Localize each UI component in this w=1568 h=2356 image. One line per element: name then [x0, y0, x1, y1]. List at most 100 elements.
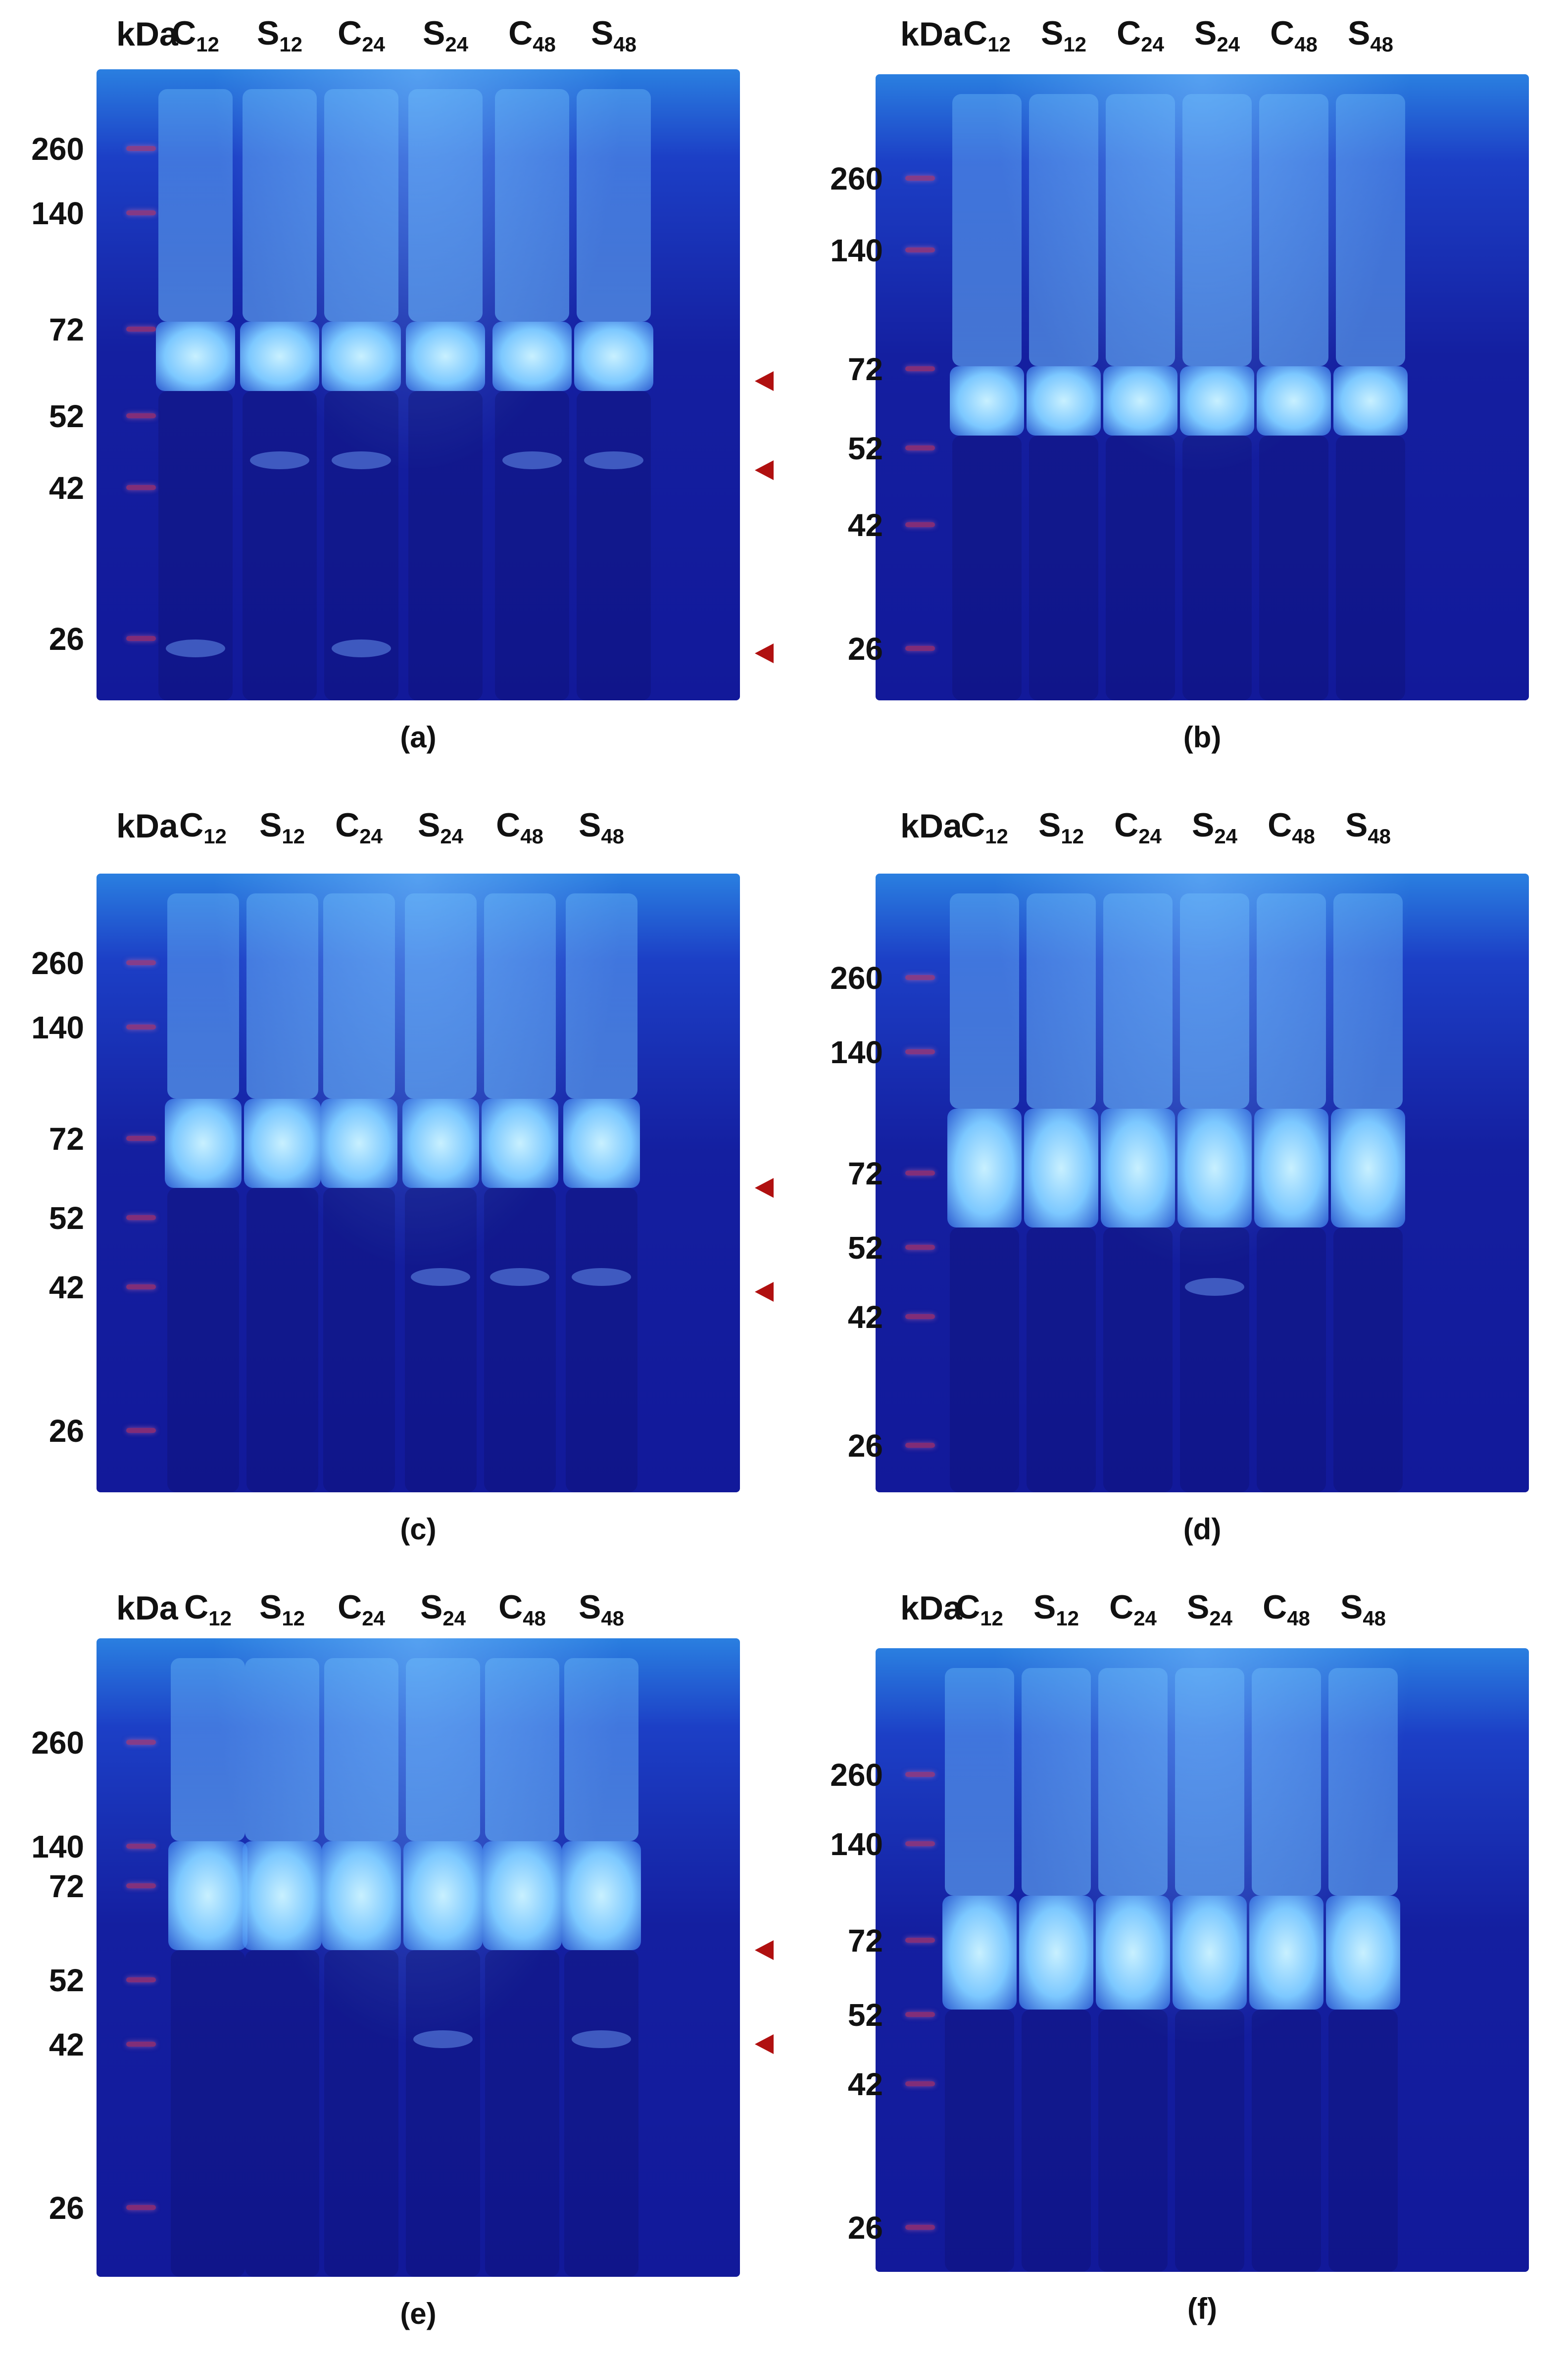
- faint-band: [502, 451, 562, 469]
- lane-subscript: 48: [533, 33, 556, 56]
- ladder-band: [905, 522, 935, 527]
- main-band: [483, 1841, 562, 1950]
- main-band: [322, 1841, 401, 1950]
- lane-subscript: 48: [613, 33, 637, 56]
- arrowhead-icon: [755, 1178, 774, 1198]
- lane-smear: [1098, 1668, 1168, 1896]
- main-band: [562, 1841, 641, 1950]
- mw-label: 26: [49, 2190, 84, 2226]
- panel-caption: (a): [400, 721, 437, 754]
- lane-lower: [1333, 1227, 1403, 1492]
- lane-subscript: 24: [1214, 825, 1238, 848]
- mw-label: 52: [49, 398, 84, 434]
- kda-label: kDa: [116, 1589, 178, 1627]
- lane-subscript: 24: [1138, 825, 1162, 848]
- lane-lower: [950, 1227, 1019, 1492]
- lane-smear: [324, 1658, 398, 1841]
- lane-subscript: 48: [1368, 825, 1391, 848]
- lane-lower: [243, 391, 317, 700]
- lane-lower: [1029, 436, 1098, 700]
- main-band: [950, 366, 1024, 436]
- ladder-band: [126, 2042, 156, 2047]
- ladder-band: [126, 960, 156, 965]
- lane-smear: [1022, 1668, 1091, 1896]
- ladder-band: [905, 366, 935, 371]
- main-band: [942, 1896, 1017, 2010]
- lane-letter: S: [256, 14, 280, 52]
- panel-caption: (b): [1183, 721, 1222, 754]
- faint-band: [166, 639, 225, 657]
- lane-subscript: 12: [282, 1607, 305, 1630]
- lane-subscript: 12: [203, 825, 227, 848]
- lane-smear: [404, 893, 477, 1099]
- lane-lower: [158, 391, 233, 700]
- lane-lower: [1027, 1227, 1096, 1492]
- arrowhead-icon: [755, 1282, 774, 1302]
- lane-letter: S: [1186, 1588, 1210, 1626]
- lane-lower: [245, 1950, 319, 2277]
- lane-subscript: 24: [445, 33, 469, 56]
- mw-label: 42: [847, 1299, 883, 1335]
- ladder-band: [905, 1171, 935, 1176]
- lane-subscript: 48: [523, 1607, 546, 1630]
- lane-smear: [945, 1668, 1014, 1896]
- lane-subscript: 12: [980, 1607, 1003, 1630]
- lane-subscript: 12: [282, 825, 305, 848]
- mw-label: 72: [49, 1868, 84, 1904]
- ladder-band: [126, 1136, 156, 1141]
- mw-label: 42: [49, 2027, 84, 2062]
- lane-smear: [1336, 94, 1405, 366]
- lane-header-s24: S24: [403, 1588, 483, 1630]
- main-band: [1173, 1896, 1247, 2010]
- lane-header-c12: C12: [156, 14, 235, 56]
- main-band: [574, 322, 653, 391]
- main-band: [1101, 1109, 1175, 1227]
- lane-letter: C: [335, 806, 360, 844]
- ladder-band: [126, 1428, 156, 1433]
- mw-label: 140: [31, 196, 84, 231]
- lane-subscript: 12: [985, 825, 1008, 848]
- lane-header-c12: C12: [945, 806, 1024, 848]
- lane-smear: [323, 893, 395, 1099]
- lane-smear: [952, 94, 1022, 366]
- mw-label: 260: [830, 161, 883, 196]
- lane-smear: [246, 893, 318, 1099]
- mw-label: 42: [847, 2066, 883, 2102]
- lane-smear: [171, 1658, 245, 1841]
- lane-lower: [1257, 1227, 1326, 1492]
- lane-letter: C: [1109, 1588, 1134, 1626]
- mw-label: 26: [49, 621, 84, 657]
- mw-label: 42: [49, 470, 84, 506]
- lane-lower: [577, 391, 651, 700]
- faint-band: [411, 1268, 470, 1286]
- lane-lower: [952, 436, 1022, 700]
- lane-smear: [1027, 893, 1096, 1109]
- lane-lower: [1175, 2010, 1244, 2272]
- lane-smear: [406, 1658, 480, 1841]
- main-band: [164, 1099, 242, 1188]
- main-band: [1027, 366, 1101, 436]
- lane-letter: C: [172, 14, 196, 52]
- lane-lower: [246, 1188, 318, 1492]
- lane-header-c48: C48: [1252, 806, 1331, 848]
- kda-label: kDa: [900, 807, 962, 845]
- lane-letter: S: [1191, 806, 1215, 844]
- lane-header-c12: C12: [947, 14, 1027, 56]
- lane-header-s48: S48: [562, 1588, 641, 1630]
- lane-header-c12: C12: [168, 1588, 247, 1630]
- lane-header-s12: S12: [240, 14, 319, 56]
- ladder-band: [905, 1314, 935, 1319]
- lane-letter: C: [338, 14, 362, 52]
- lane-subscript: 48: [1294, 33, 1318, 56]
- arrowhead-icon: [755, 2034, 774, 2054]
- lane-smear: [1252, 1668, 1321, 1896]
- lane-header-s12: S12: [1017, 1588, 1096, 1630]
- lane-letter: S: [259, 806, 282, 844]
- ladder-band: [905, 247, 935, 252]
- lane-lower: [323, 1188, 395, 1492]
- ladder-band: [905, 975, 935, 980]
- mw-label: 26: [847, 1428, 883, 1464]
- gel-image: [876, 74, 1529, 700]
- ladder-band: [905, 2081, 935, 2086]
- lane-lower: [1022, 2010, 1091, 2272]
